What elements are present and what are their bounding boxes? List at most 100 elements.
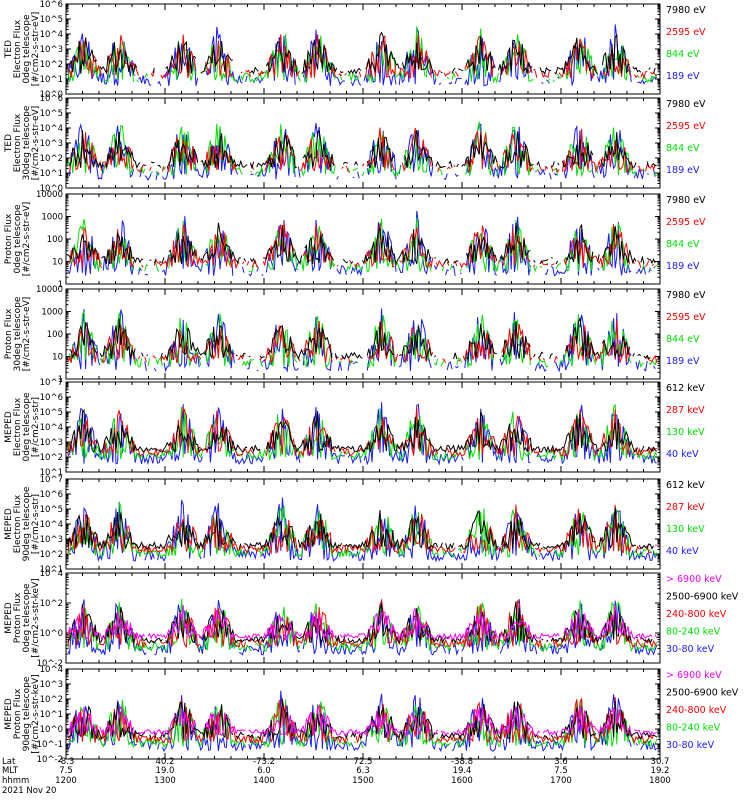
panel-frame [65, 381, 661, 473]
y-axis-label: Electron Flux [13, 19, 23, 78]
legend-entry-287-kev: 287 keV [666, 405, 705, 416]
x-tick-label-mlt: 6.3 [356, 766, 370, 776]
x-tick-label-lat: 30.7 [651, 757, 670, 767]
legend-entry-7980-ev: 7980 eV [666, 290, 706, 301]
y-tick-label: 10^4 [40, 124, 63, 134]
series-line--6900-kev [67, 604, 658, 641]
series-line-189-ev [69, 122, 656, 181]
y-tick-label: 10^1 [40, 468, 63, 478]
series-line-30-80-kev [67, 598, 658, 657]
y-axis-label: Proton Flux [13, 592, 23, 643]
series-line-612-kev [67, 408, 658, 454]
x-tick-label-lat: -38.8 [451, 757, 473, 767]
y-tick-label: 10^7 [40, 378, 63, 388]
y-tick-label: 10^5 [40, 15, 63, 25]
legend-entry--6900-kev: > 6900 keV [666, 670, 722, 681]
y-axis-label: 30deg telescope [22, 105, 32, 180]
y-tick-label: 10^6 [40, 393, 63, 403]
y-tick-label: 10^6 [40, 0, 63, 10]
x-tick-label-lat: 72.5 [354, 757, 373, 767]
y-axis-label: Electron Flux [13, 494, 23, 553]
panel-1: 10^0 10^1 10^2 10^3 10^4 10^5 10^6 TED Electron … [4, 0, 706, 100]
series-line-189-ev [67, 210, 656, 277]
y-tick-label: 10000 [36, 190, 63, 200]
x-tick-label-mlt: 19.0 [156, 766, 175, 776]
legend-entry-189-ev: 189 eV [666, 356, 700, 367]
series-line-7980-ev [70, 318, 657, 359]
panel-5: 10^1 10^2 10^3 10^4 10^5 10^6 10^7 MEPED Electro… [4, 378, 705, 478]
legend-entry-2595-ev: 2595 eV [666, 27, 706, 38]
panel-6: 10^1 10^2 10^3 10^4 10^5 10^6 10^7 MEPED Electro… [4, 475, 705, 575]
y-axis-label: 0deg telescope [22, 583, 32, 653]
y-tick-label: 10^5 [40, 505, 63, 515]
y-tick-label: 10^0 [40, 629, 63, 639]
y-axis-label: Proton Flux [4, 213, 14, 264]
series-line-189-ev [67, 24, 658, 87]
series-line-2595-ev [69, 127, 656, 174]
y-tick-label: 10^6 [40, 490, 63, 500]
y-axis-label: [#/cm2-s-str-eV] [31, 12, 41, 87]
panel-frame [65, 478, 661, 570]
panel-7: 10^-2 10^0 10^2 10^4 MEPED Proton Flux 0deg te… [4, 569, 739, 669]
series-line-130-kev [67, 403, 658, 462]
panel-frame [65, 572, 661, 664]
legend-entry-30-80-kev: 30-80 keV [666, 740, 715, 751]
data-traces [67, 402, 658, 466]
x-tick-label-hhmm: 1500 [352, 776, 374, 786]
y-axis-label: MEPED [4, 508, 14, 540]
y-axis-label: [#/cm2-s-str-keV] [31, 674, 41, 753]
y-axis-label: [#/cm2-s-str] [31, 494, 41, 554]
y-tick-label: 1 [58, 280, 63, 290]
legend-entry-844-ev: 844 eV [666, 49, 700, 60]
x-tick-label-mlt: 7.5 [59, 766, 73, 776]
y-tick-label: 10^0 [40, 90, 63, 100]
y-tick-label: 10^2 [40, 550, 63, 560]
y-tick-label: 10000 [36, 285, 63, 295]
legend-entry-287-kev: 287 keV [666, 502, 705, 513]
data-traces [67, 598, 658, 657]
x-tick-label-lat: -73.2 [253, 757, 275, 767]
y-tick-label: 10^3 [40, 680, 63, 690]
x-tick-label-mlt: 19.2 [651, 766, 670, 776]
x-tick-label-lat: -8.3 [58, 757, 75, 767]
y-axis-label: Proton Flux [13, 688, 23, 739]
x-tick-label-hhmm: 1200 [55, 776, 77, 786]
panel-frame [65, 3, 661, 95]
legend-entry-40-kev: 40 keV [666, 546, 699, 557]
series-line-7980-ev [69, 129, 658, 170]
legend-entry-189-ev: 189 eV [666, 261, 700, 272]
legend-entry-844-ev: 844 eV [666, 334, 700, 345]
x-row-label-mlt: MLT [2, 766, 19, 776]
y-tick-label: 10^0 [40, 184, 63, 194]
y-tick-label: 10^0 [40, 725, 63, 735]
x-tick-label-hhmm: 1800 [649, 776, 671, 786]
y-axis-label: TED [4, 134, 14, 153]
y-tick-label: 10^4 [40, 665, 63, 675]
x-tick-label-hhmm: 1300 [154, 776, 176, 786]
series-line-844-ev [69, 311, 658, 369]
legend-entry-2595-ev: 2595 eV [666, 312, 706, 323]
y-tick-label: 10^4 [40, 569, 63, 579]
y-tick-label: 10^3 [40, 139, 63, 149]
date-label: 2021 Nov 20 [2, 786, 56, 796]
y-tick-label: 10^1 [40, 710, 63, 720]
y-tick-label: 10^2 [40, 60, 63, 70]
y-tick-label: 10^4 [40, 520, 63, 530]
panel-frame [65, 288, 661, 380]
series-line-7980-ev [67, 222, 656, 266]
y-axis-label: Electron Flux [13, 113, 23, 172]
y-tick-label: 10 [52, 353, 63, 363]
y-tick-label: 10^1 [40, 169, 63, 179]
legend-entry-30-80-kev: 30-80 keV [666, 644, 715, 655]
legend-entry-130-kev: 130 keV [666, 524, 705, 535]
legend-entry-612-kev: 612 keV [666, 383, 705, 394]
y-axis-label: 0deg telescope [22, 392, 32, 462]
x-row-label-lat: Lat [2, 757, 16, 767]
legend-entry-189-ev: 189 eV [666, 71, 700, 82]
y-axis-label: MEPED [4, 602, 14, 634]
series-line-7980-ev [69, 31, 656, 76]
y-tick-label: 10^3 [40, 45, 63, 55]
series-line-2500-6900-kev [68, 601, 655, 643]
panel-frame [65, 193, 661, 285]
